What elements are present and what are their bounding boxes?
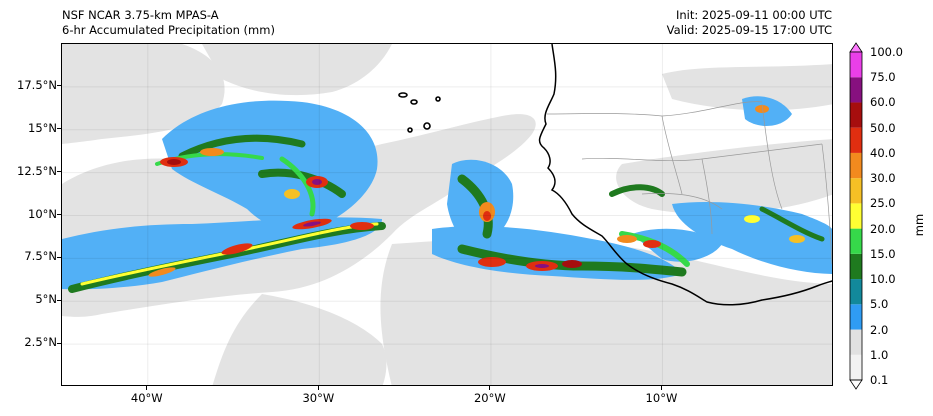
cape-verde-islands: [398, 92, 441, 133]
colorbar-over-extension: [849, 42, 863, 53]
lon-tick-label: 40°W: [130, 391, 163, 405]
colorbar-level-label: 10.0: [870, 272, 896, 287]
lon-tick-mark: [660, 386, 662, 390]
colorbar-level-label: 2.0: [870, 322, 889, 337]
time-info: Init: 2025-09-11 00:00 UTC Valid: 2025-0…: [667, 8, 832, 38]
colorbar-level-label: 20.0: [870, 221, 896, 236]
lon-tick-label: 30°W: [302, 391, 335, 405]
lat-tick-label: 2.5°N: [24, 335, 57, 350]
lat-tick-mark: [57, 214, 61, 215]
intense-precip-cores: [148, 105, 805, 277]
colorbar-segments: [849, 42, 863, 390]
valid-time: Valid: 2025-09-15 17:00 UTC: [666, 23, 832, 37]
colorbar-segment: [850, 102, 862, 128]
colorbar-segment: [850, 152, 862, 179]
init-time: Init: 2025-09-11 00:00 UTC: [676, 8, 832, 22]
precipitation-map[interactable]: [61, 43, 833, 386]
colorbar-segment: [850, 127, 862, 153]
colorbar-title: mm: [912, 213, 927, 237]
colorbar-level-label: 40.0: [870, 145, 896, 160]
lon-tick-mark: [489, 386, 491, 390]
field-name: 6-hr Accumulated Precipitation (mm): [62, 23, 275, 37]
colorbar-level-label: 1.0: [870, 347, 889, 362]
colorbar-segment: [850, 279, 862, 305]
colorbar-segment: [850, 354, 862, 380]
model-name: NSF NCAR 3.75-km MPAS-A: [62, 8, 219, 22]
colorbar-level-label: 75.0: [870, 70, 896, 85]
lat-tick-label: 17.5°N: [17, 77, 57, 92]
colorbar-segment: [850, 77, 862, 103]
colorbar-segment: [850, 253, 862, 280]
lat-tick-label: 7.5°N: [24, 249, 57, 264]
plot-title: NSF NCAR 3.75-km MPAS-A 6-hr Accumulated…: [62, 8, 275, 38]
lat-tick-label: 10°N: [28, 206, 57, 221]
colorbar-level-label: 60.0: [870, 95, 896, 110]
lat-tick-mark: [57, 256, 61, 258]
colorbar-level-label: 15.0: [870, 246, 896, 261]
lat-tick-mark: [57, 342, 61, 344]
colorbar-segment: [850, 178, 862, 204]
colorbar-segment: [850, 304, 862, 330]
lon-tick-mark: [317, 386, 319, 390]
lat-tick-label: 12.5°N: [17, 163, 57, 178]
country-borders: [546, 101, 832, 265]
colorbar-frame: [849, 51, 863, 381]
lat-tick-mark: [57, 299, 61, 301]
lon-tick-label: 20°W: [473, 391, 506, 405]
colorbar-level-label: 50.0: [870, 120, 896, 135]
colorbar-segment: [850, 329, 862, 355]
colorbar-under-extension: [849, 379, 863, 390]
lat-tick-label: 15°N: [28, 120, 57, 135]
colorbar-segment: [850, 52, 862, 78]
lon-tick-label: 10°W: [645, 391, 678, 405]
lon-tick-mark: [146, 386, 148, 390]
graticule: [62, 44, 832, 385]
colorbar-level-label: 0.1: [870, 373, 889, 387]
africa-coastline: [538, 44, 832, 306]
map-canvas: [62, 44, 832, 385]
lat-tick-mark: [57, 171, 61, 173]
colorbar-segment: [850, 203, 862, 229]
colorbar-level-label: 25.0: [870, 196, 896, 211]
colorbar-segment: [850, 228, 862, 254]
lat-tick-label: 5°N: [35, 292, 57, 307]
colorbar-level-label: 100.0: [870, 45, 903, 59]
colorbar-level-label: 5.0: [870, 297, 889, 312]
lat-tick-mark: [57, 128, 61, 130]
colorbar: [849, 42, 863, 390]
colorbar-level-label: 30.0: [870, 171, 896, 186]
lat-tick-mark: [57, 85, 61, 87]
